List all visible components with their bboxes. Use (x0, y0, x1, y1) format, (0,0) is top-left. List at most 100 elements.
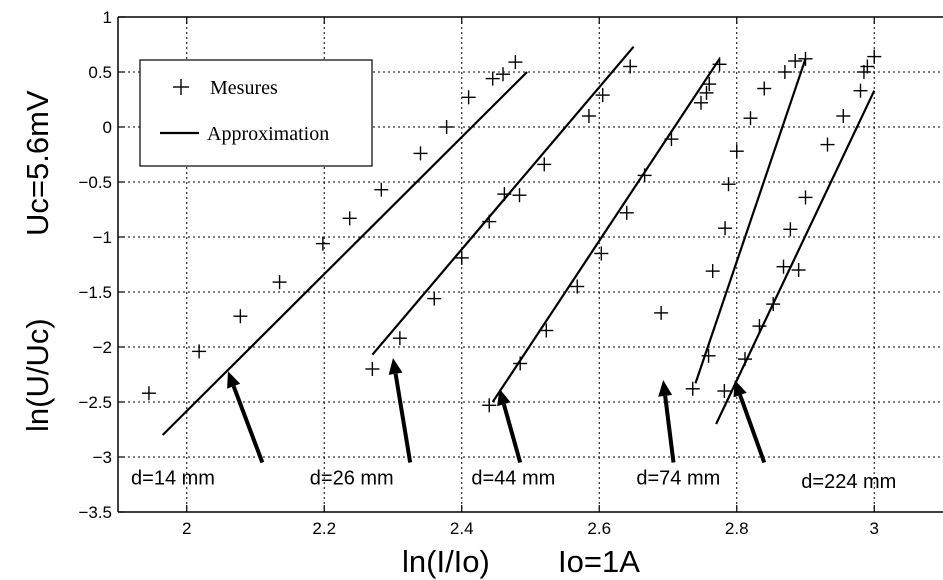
axes: 2 2.2 2.4 2.6 2.8 3 1 0.5 0 −0.5 −1 −1.5 −2 −2.5 −3 −3.… (78, 8, 943, 538)
measure-point (595, 88, 610, 103)
measure-point (623, 59, 638, 74)
measure-point (413, 146, 428, 161)
annotation-arrow-shaft (393, 373, 413, 463)
measure-point (694, 95, 708, 110)
measure-point (581, 109, 596, 123)
measure-point (654, 305, 669, 320)
y-tick-label: −0.5 (78, 173, 112, 192)
measure-point (392, 331, 407, 346)
x-tick-label: 2 (182, 519, 191, 538)
measure-point (718, 221, 733, 236)
annotation-arrow-shaft (501, 403, 523, 464)
legend-mesures-label: Mesures (210, 77, 278, 99)
annotations: d=14 mm d=26 mm d=44 mm d=74 mm d=224 mm (131, 468, 896, 493)
annotation-arrowhead (497, 388, 511, 407)
legend-approximation-label: Approximation (207, 123, 329, 145)
measure-point (743, 111, 758, 126)
annotation-arrowhead (388, 358, 403, 375)
annotation-arrow-shaft (738, 394, 767, 464)
measure-point (594, 246, 609, 261)
annotation-arrowhead (658, 380, 673, 397)
y-tick-label: 1 (103, 8, 112, 27)
measure-point (342, 211, 357, 226)
measure-points (141, 49, 882, 413)
measure-point (192, 344, 207, 359)
y-axis-label: ln(U/Uc) (20, 318, 55, 432)
measure-point (537, 157, 552, 172)
x-tick-label: 2.6 (587, 519, 611, 538)
fit-line (715, 90, 876, 425)
annotation-arrowhead (733, 380, 747, 398)
annotation-arrowhead (227, 371, 241, 389)
measure-point (699, 85, 714, 100)
measure-point (427, 291, 442, 306)
fit-lines (161, 45, 876, 436)
x-tick-label: 2.2 (312, 519, 336, 538)
measure-point (752, 319, 767, 334)
x-axis-note: Io=1A (558, 544, 640, 579)
y-tick-label: −3 (93, 448, 112, 467)
measure-point (853, 83, 868, 98)
x-tick-label: 2.4 (450, 519, 474, 538)
fit-line (491, 58, 721, 403)
y-tick-label: −3.5 (78, 503, 112, 522)
legend-box (139, 59, 373, 167)
y-axis-note: Uc=5.6mV (20, 90, 55, 236)
measure-point (496, 67, 510, 82)
measure-point (482, 214, 497, 229)
measure-point (619, 205, 634, 220)
measure-point (272, 275, 287, 290)
annotation-label: d=26 mm (310, 468, 394, 490)
measure-point (233, 309, 248, 324)
y-tick-label: −1 (93, 228, 112, 247)
measure-point (729, 144, 744, 159)
measure-point (482, 398, 497, 413)
measure-point (454, 250, 469, 265)
measure-point (685, 381, 700, 396)
x-tick-label: 3 (870, 519, 879, 538)
y-tick-label: −2 (93, 338, 112, 357)
measure-point (365, 362, 380, 376)
x-tick-label: 2.8 (725, 519, 749, 538)
measure-point (439, 120, 454, 134)
y-tick-label: 0 (103, 118, 112, 137)
fit-line (371, 45, 635, 356)
annotation-arrows (227, 358, 767, 464)
measure-point (512, 188, 527, 203)
fit-line (694, 58, 807, 384)
measure-point (766, 297, 781, 312)
measure-point (461, 90, 476, 105)
measure-point (836, 109, 851, 123)
annotation-arrow-shaft (231, 385, 265, 464)
x-axis-label: ln(I/Io) (402, 544, 490, 579)
measure-point (497, 187, 512, 202)
measure-point (513, 356, 528, 371)
measure-point (788, 54, 803, 68)
measure-point (539, 323, 554, 338)
annotation-label: d=44 mm (471, 468, 555, 490)
annotation-label: d=14 mm (131, 468, 215, 490)
measure-point (485, 71, 500, 86)
measure-point (705, 264, 720, 279)
measure-point (791, 263, 806, 277)
measure-point (798, 190, 813, 205)
measure-point (717, 384, 732, 398)
measure-point (374, 182, 389, 197)
measure-point (721, 177, 736, 192)
measure-point (798, 51, 813, 66)
measure-point (738, 352, 752, 367)
y-tick-label: −2.5 (78, 393, 112, 412)
measure-point (867, 49, 882, 64)
measure-point (712, 57, 727, 72)
y-tick-label: 0.5 (88, 63, 112, 82)
measure-point (702, 77, 717, 92)
measure-point (637, 168, 652, 183)
measure-point (776, 259, 791, 274)
measure-point (820, 137, 835, 152)
measure-point (701, 348, 716, 363)
annotation-label: d=74 mm (636, 468, 720, 490)
annotation-arrow-shaft (663, 395, 676, 463)
measure-point (783, 222, 798, 237)
fit-line (161, 71, 528, 436)
